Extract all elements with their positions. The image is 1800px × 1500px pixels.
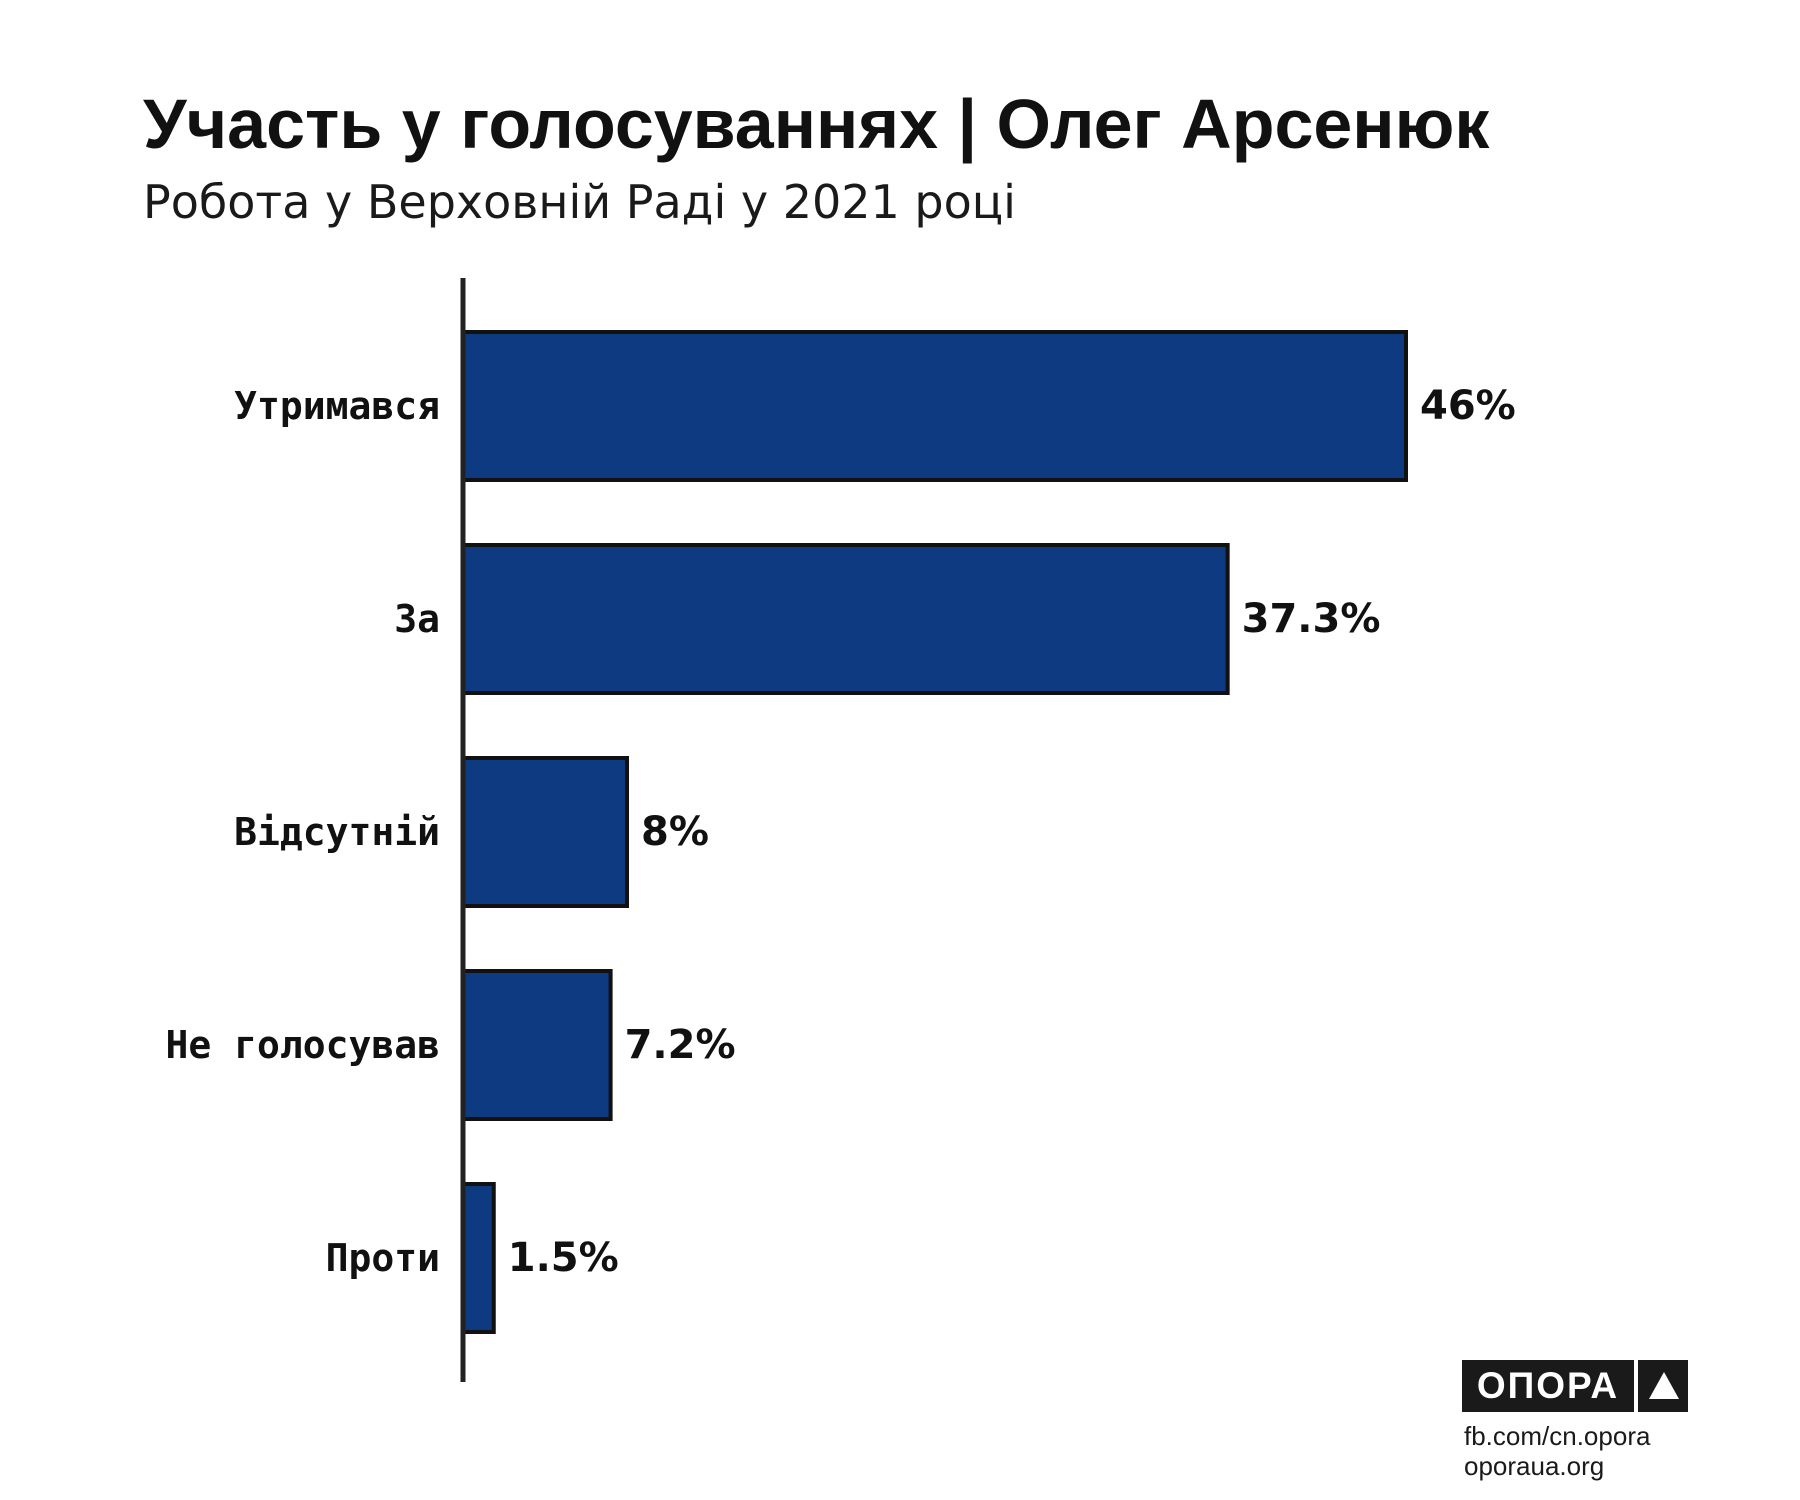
bar-2	[461, 756, 629, 908]
category-label-3: Не голосував	[165, 1023, 440, 1067]
value-label-1: 37.3%	[1242, 596, 1381, 642]
logo-wordmark: ОПОРА	[1476, 1365, 1620, 1406]
bar-4	[461, 1182, 496, 1334]
bar-0	[461, 330, 1408, 482]
bar-3	[461, 969, 613, 1121]
triangle-icon	[1649, 1372, 1679, 1399]
bars-layer: Утримався 46% За 37.3% Відсутній 8% Не голосув…	[165, 330, 1516, 1334]
website-link[interactable]: oporaua.org	[1464, 1451, 1605, 1481]
chart-title: Участь у голосуваннях | Олег Арсенюк	[143, 85, 1490, 163]
value-label-2: 8%	[641, 809, 709, 855]
category-label-2: Відсутній	[234, 810, 440, 854]
value-label-4: 1.5%	[508, 1235, 619, 1281]
chart-subtitle: Робота у Верховній Раді у 2021 році	[143, 175, 1016, 229]
facebook-link[interactable]: fb.com/cn.opora	[1464, 1421, 1651, 1451]
category-label-1: За	[394, 597, 440, 641]
category-label-4: Проти	[326, 1236, 440, 1280]
logo-separator	[1634, 1360, 1638, 1412]
value-label-3: 7.2%	[625, 1022, 736, 1068]
opora-logo: ОПОРА	[1462, 1360, 1688, 1412]
bar-1	[461, 543, 1230, 695]
category-label-0: Утримався	[234, 384, 440, 428]
value-label-0: 46%	[1420, 383, 1516, 429]
